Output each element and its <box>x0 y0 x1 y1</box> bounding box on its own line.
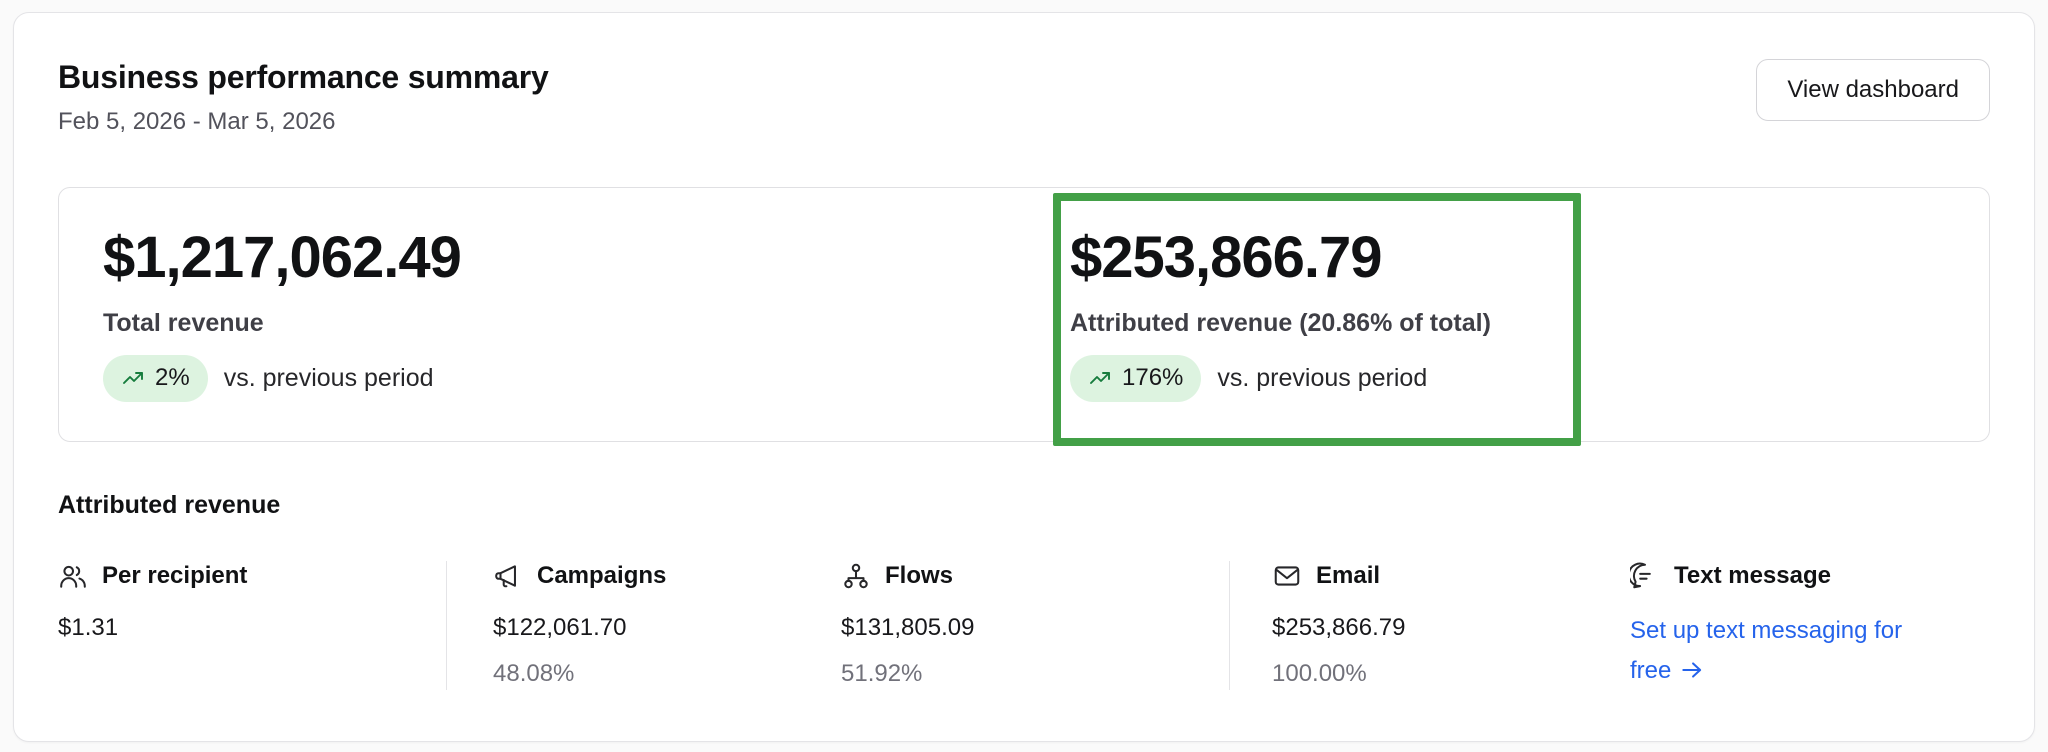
arrow-right-icon <box>1682 662 1702 678</box>
attributed-revenue-trend-badge: 176% <box>1070 355 1202 402</box>
trend-up-icon <box>1090 372 1110 385</box>
attributed-revenue-trend: 176% vs. previous period <box>1070 355 1945 402</box>
stat-percent: 51.92% <box>841 660 923 688</box>
setup-text-messaging-link[interactable]: Set up text messaging for free <box>1630 611 1912 690</box>
attributed-revenue-label: Attributed revenue (20.86% of total) <box>1070 308 1491 337</box>
chat-bubble-icon <box>1630 562 1651 589</box>
stat-flows-header: Flows <box>841 561 1229 591</box>
card-header: Business performance summary Feb 5, 2026… <box>58 57 1990 137</box>
total-revenue-label: Total revenue <box>103 308 264 337</box>
business-performance-card: Business performance summary Feb 5, 2026… <box>13 12 2035 742</box>
stat-value: $131,805.09 <box>841 614 975 642</box>
date-range: Feb 5, 2026 - Mar 5, 2026 <box>58 108 336 135</box>
trend-up-icon <box>123 372 143 385</box>
stat-text-message: Text message Set up text messaging for f… <box>1630 561 1990 690</box>
stat-label: Per recipient <box>102 562 248 590</box>
stat-percent: 100.00% <box>1272 660 1367 688</box>
attributed-revenue-value: $253,866.79 <box>1070 225 1383 290</box>
stat-email: Email $253,866.79 100.00% <box>1230 561 1630 690</box>
total-revenue-value: $1,217,062.49 <box>103 225 462 290</box>
total-revenue-trend: 2% vs. previous period <box>103 355 1070 402</box>
flows-icon <box>844 563 868 589</box>
total-revenue-metric: $1,217,062.49 Total revenue 2% vs. previ… <box>103 226 1070 441</box>
page-title: Business performance summary <box>58 59 549 95</box>
stat-campaigns-header: Campaigns <box>493 561 795 591</box>
stat-value: $122,061.70 <box>493 614 627 642</box>
stat-label: Campaigns <box>537 562 667 590</box>
stat-campaigns: Campaigns $122,061.70 48.08% <box>447 561 795 690</box>
stat-percent: 48.08% <box>493 660 575 688</box>
stat-value: $253,866.79 <box>1272 614 1406 642</box>
setup-link-text: Set up text messaging for free <box>1630 617 1903 684</box>
total-revenue-change: 2% <box>155 364 190 392</box>
header-text: Business performance summary Feb 5, 2026… <box>58 57 549 137</box>
attributed-revenue-change: 176% <box>1122 364 1184 392</box>
stat-label: Flows <box>885 562 954 590</box>
total-revenue-trend-badge: 2% <box>103 355 208 402</box>
stat-per-recipient: Per recipient $1.31 <box>58 561 446 690</box>
view-dashboard-button[interactable]: View dashboard <box>1756 59 1990 121</box>
stat-label: Text message <box>1674 562 1831 590</box>
stat-email-header: Email <box>1272 561 1630 591</box>
vertical-divider <box>1229 561 1230 691</box>
attributed-revenue-metric: $253,866.79 Attributed revenue (20.86% o… <box>1070 226 1945 441</box>
stat-value: $1.31 <box>58 614 119 642</box>
stat-text-message-header: Text message <box>1630 561 1990 591</box>
attributed-stats-row: Per recipient $1.31 Campaigns $122,061.7… <box>58 561 1990 691</box>
attributed-revenue-trend-note: vs. previous period <box>1217 363 1428 392</box>
vertical-divider <box>446 561 447 691</box>
attributed-revenue-heading: Attributed revenue <box>58 491 281 519</box>
stat-per-recipient-header: Per recipient <box>58 561 446 591</box>
envelope-icon <box>1274 566 1300 586</box>
megaphone-icon <box>495 565 516 588</box>
stat-flows: Flows $131,805.09 51.92% <box>795 561 1229 690</box>
people-icon <box>60 566 86 588</box>
revenue-metrics-panel: $1,217,062.49 Total revenue 2% vs. previ… <box>58 187 1990 446</box>
total-revenue-trend-note: vs. previous period <box>223 363 434 392</box>
stat-label: Email <box>1316 562 1381 590</box>
